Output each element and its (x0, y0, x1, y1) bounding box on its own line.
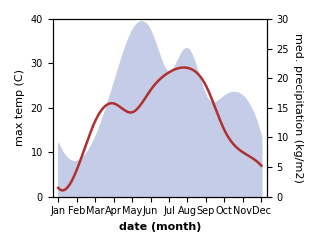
Y-axis label: max temp (C): max temp (C) (15, 69, 25, 146)
Y-axis label: med. precipitation (kg/m2): med. precipitation (kg/m2) (293, 33, 303, 183)
X-axis label: date (month): date (month) (119, 222, 201, 232)
